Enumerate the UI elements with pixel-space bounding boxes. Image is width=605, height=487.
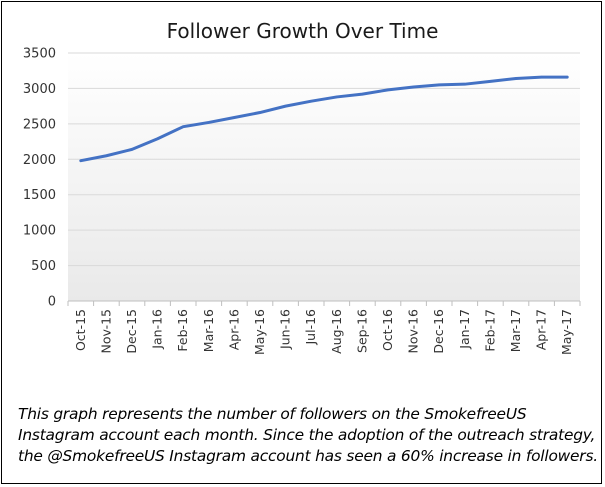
data-point [386, 88, 390, 92]
data-point [310, 99, 313, 103]
data-point [156, 137, 159, 140]
x-tick-label: Nov-15 [98, 309, 113, 353]
x-tick-label: Jan-16 [150, 309, 165, 350]
y-tick-label: 3500 [23, 47, 56, 62]
data-point [79, 159, 83, 162]
line-chart: 0 500 1000 1500 2000 2500 3000 3500 Oct-15 Nov-15… [23, 47, 581, 355]
x-tick-label: Apr-16 [226, 309, 241, 350]
y-tick-label: 1500 [23, 188, 56, 203]
x-tick-label: Aug-16 [329, 309, 344, 354]
x-tick-label: Sep-16 [354, 309, 369, 353]
data-point [233, 116, 236, 119]
x-tick-label: Jun-16 [278, 309, 293, 350]
x-tick-label: May-16 [252, 309, 267, 355]
data-point [412, 85, 415, 89]
data-point [361, 92, 364, 96]
data-point [207, 121, 210, 124]
y-tick-label: 2000 [23, 153, 56, 168]
x-tick-label: Mar-17 [508, 309, 523, 352]
data-point [258, 111, 262, 114]
x-tick-label: Apr-17 [534, 309, 549, 350]
series-line [79, 75, 569, 163]
data-point [438, 83, 441, 87]
data-point [514, 77, 518, 80]
x-tick-label: Oct-15 [73, 309, 88, 351]
data-point [284, 104, 287, 108]
y-tick-label: 3000 [23, 82, 56, 97]
data-point [463, 82, 466, 86]
x-tick-label: Jan-17 [457, 309, 472, 350]
x-tick-label: Oct-16 [380, 309, 395, 351]
plot-area [68, 53, 580, 301]
data-point [489, 80, 492, 83]
data-point [335, 95, 338, 99]
data-point [566, 75, 569, 79]
y-tick-label: 1000 [23, 224, 56, 239]
y-tick-label: 500 [31, 259, 56, 274]
x-tick-label: Feb-17 [482, 309, 497, 352]
chart-caption: This graph represents the number of foll… [18, 405, 598, 465]
x-tick-label: Feb-16 [175, 309, 190, 352]
y-tick-label: 2500 [23, 117, 56, 132]
data-point [540, 75, 543, 79]
x-tick-label: Dec-15 [124, 309, 139, 354]
y-tick-label: 0 [48, 295, 56, 310]
x-tick-label: Nov-16 [406, 309, 421, 354]
data-point [105, 154, 108, 157]
x-tick-label: May-17 [559, 309, 574, 355]
x-tick-label: Jul-16 [303, 309, 318, 346]
x-tick-label: Dec-16 [431, 309, 446, 354]
x-tick-label: Mar-16 [201, 309, 216, 352]
data-point [182, 125, 185, 128]
chart-title: Follower Growth Over Time [166, 19, 439, 43]
data-point [130, 148, 134, 151]
